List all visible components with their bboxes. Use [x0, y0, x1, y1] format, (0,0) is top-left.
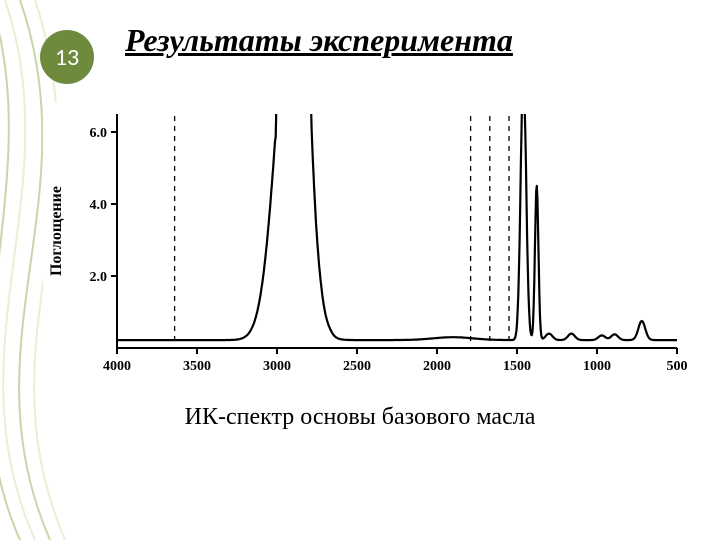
decor-curve-1: [0, 0, 20, 540]
svg-text:4000: 4000: [103, 359, 131, 374]
svg-text:3500: 3500: [183, 359, 211, 374]
decor-curve-2: [3, 0, 35, 540]
svg-text:2000: 2000: [423, 359, 451, 374]
svg-text:1000: 1000: [583, 359, 611, 374]
slide-number: 13: [55, 43, 79, 72]
svg-text:2.0: 2.0: [90, 270, 108, 285]
chart-svg: 2.0 4.0 6.0 4000 3500 3000 2500 2000 1500 1000 500…: [43, 102, 687, 382]
svg-text:1500: 1500: [503, 359, 531, 374]
svg-text:Поглощение: Поглощение: [48, 186, 65, 276]
page-title: Результаты эксперимента: [125, 22, 513, 59]
svg-text:4.0: 4.0: [90, 198, 108, 213]
svg-text:3000: 3000: [263, 359, 291, 374]
ir-spectrum-chart: 2.0 4.0 6.0 4000 3500 3000 2500 2000 1500 1000 500…: [43, 102, 687, 382]
slide-number-badge: 13: [40, 30, 94, 84]
chart-caption: ИК-спектр основы базового масла: [0, 404, 720, 431]
svg-text:6.0: 6.0: [90, 126, 108, 141]
svg-text:2500: 2500: [343, 359, 371, 374]
svg-text:500: 500: [667, 359, 688, 374]
